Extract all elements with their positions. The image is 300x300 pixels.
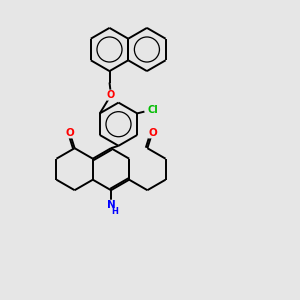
Text: Cl: Cl: [147, 105, 158, 115]
Text: H: H: [112, 207, 118, 216]
Text: N: N: [106, 200, 116, 210]
Text: O: O: [107, 90, 115, 100]
Text: O: O: [65, 128, 74, 138]
Text: O: O: [148, 128, 157, 138]
